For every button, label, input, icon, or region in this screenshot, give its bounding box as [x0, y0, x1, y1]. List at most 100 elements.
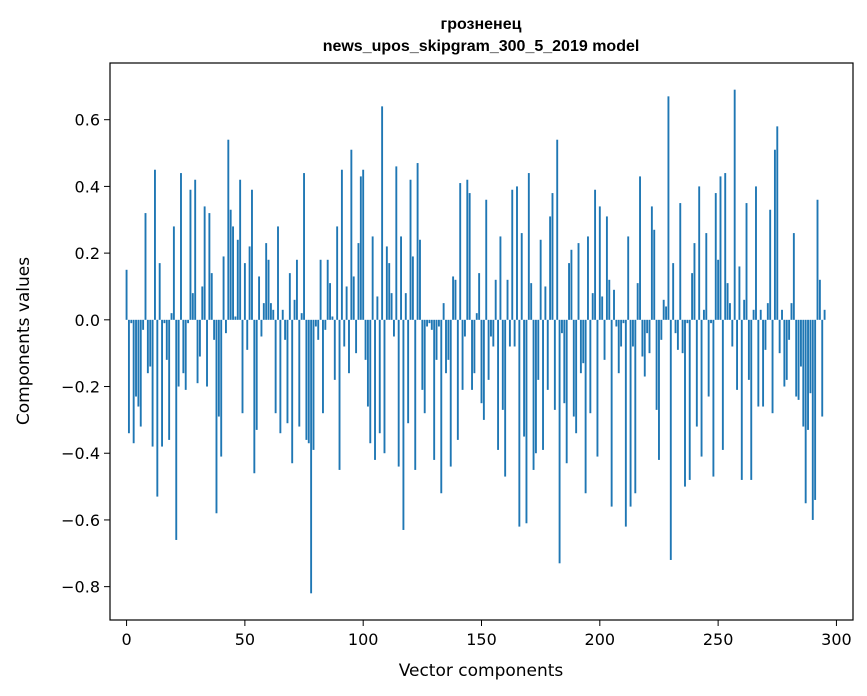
bar: [277, 226, 279, 320]
bar: [797, 319, 800, 400]
bar: [352, 276, 355, 320]
bar: [449, 319, 452, 467]
x-tick-label: 50: [235, 630, 255, 649]
bar: [156, 319, 159, 497]
bar: [710, 319, 712, 324]
bar: [747, 319, 750, 380]
bar: [163, 319, 166, 324]
bar: [556, 139, 559, 320]
bar: [579, 319, 582, 374]
bar: [390, 293, 393, 320]
x-axis-label: Vector components: [399, 661, 564, 681]
bar: [267, 259, 270, 320]
bar: [170, 313, 173, 320]
bar: [643, 319, 646, 377]
bar: [681, 319, 684, 354]
bar: [300, 313, 303, 320]
bar: [674, 319, 677, 334]
y-tick-label: 0.6: [75, 111, 100, 130]
bar: [527, 173, 530, 320]
bar: [345, 286, 348, 320]
bar: [750, 319, 753, 480]
bar: [142, 319, 145, 330]
bar: [494, 279, 497, 320]
bar: [144, 213, 147, 320]
bar: [785, 319, 788, 380]
bar: [447, 319, 450, 360]
bar: [168, 319, 171, 440]
bar: [792, 233, 795, 320]
bar: [520, 233, 523, 320]
bar: [243, 263, 246, 320]
bar: [376, 296, 379, 320]
bar: [208, 213, 211, 320]
bar: [279, 319, 282, 434]
bar: [475, 313, 478, 320]
bar: [809, 319, 812, 394]
bar: [194, 179, 197, 320]
bar: [501, 319, 504, 410]
bar: [255, 319, 258, 430]
bar: [814, 319, 817, 500]
bar: [582, 319, 585, 364]
bar: [395, 166, 398, 320]
bar: [790, 303, 793, 320]
bar: [253, 319, 256, 474]
bar: [435, 319, 438, 360]
bar: [804, 319, 807, 504]
bar: [729, 303, 731, 320]
bar: [454, 279, 457, 320]
bar: [416, 163, 419, 320]
bar: [473, 319, 476, 374]
x-axis-ticks: 0 50 100 150 200 250 300: [121, 620, 852, 649]
bar: [603, 319, 606, 360]
bar: [269, 303, 272, 320]
bar: [478, 273, 481, 320]
bar: [752, 309, 755, 320]
bar: [213, 319, 216, 340]
bar: [755, 186, 757, 320]
bar: [371, 236, 374, 320]
bar: [459, 183, 462, 320]
bar: [823, 309, 826, 320]
bar: [497, 319, 500, 450]
bar: [355, 319, 358, 354]
bar: [773, 149, 776, 320]
bar: [636, 283, 639, 320]
bar: [807, 319, 809, 430]
bar: [281, 309, 284, 320]
bar: [544, 286, 547, 320]
bar: [639, 176, 641, 320]
bar: [490, 319, 492, 337]
x-tick-label: 150: [466, 630, 497, 649]
bar: [551, 193, 554, 320]
bar: [265, 243, 268, 320]
bar: [537, 319, 540, 380]
plot-frame: [109, 62, 854, 621]
bar: [423, 319, 426, 414]
bar: [229, 209, 232, 320]
bar: [778, 319, 781, 354]
y-axis-label: Components values: [14, 257, 34, 425]
x-tick-label: 100: [348, 630, 379, 649]
bar: [594, 189, 597, 320]
bar: [655, 319, 658, 410]
bar: [314, 319, 317, 327]
bar: [532, 319, 535, 470]
bar: [336, 226, 339, 320]
bar: [561, 319, 563, 334]
bar: [549, 216, 552, 320]
bar: [463, 319, 466, 337]
bar: [762, 319, 765, 407]
bar: [437, 319, 440, 327]
bar: [362, 169, 365, 320]
bar: [698, 186, 701, 320]
y-tick-label: −0.2: [61, 378, 100, 397]
bar: [411, 256, 414, 320]
bar: [196, 319, 199, 384]
x-tick-label: 200: [585, 630, 616, 649]
bar: [672, 263, 675, 320]
bar: [508, 319, 511, 347]
x-tick-label: 300: [821, 630, 852, 649]
bar: [724, 173, 727, 320]
